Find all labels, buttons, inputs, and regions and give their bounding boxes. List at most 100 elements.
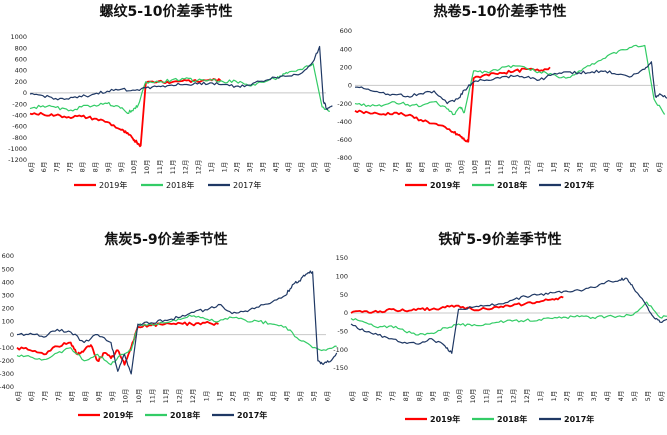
- legend-label: 2018年: [497, 414, 527, 424]
- x-tick-label: 4月: [283, 391, 291, 402]
- x-tick-label: 1月: [202, 391, 210, 402]
- series-line: [354, 61, 667, 105]
- x-tick-label: 5月: [298, 162, 306, 173]
- y-tick-label: -600: [337, 136, 352, 144]
- y-tick-label: 300: [2, 292, 14, 300]
- series-line: [354, 44, 666, 116]
- x-tick-label: 4月: [285, 162, 293, 173]
- chart-title: 热卷5-10价差季节性: [433, 3, 566, 20]
- x-tick-label: 6月: [14, 391, 22, 402]
- x-tick-label: 2月: [229, 391, 237, 402]
- y-tick-label: 0: [344, 309, 348, 317]
- legend-label: 2019年: [99, 180, 127, 190]
- y-tick-label: -400: [12, 111, 27, 119]
- y-tick-label: -100: [0, 344, 14, 352]
- x-tick-label: 4月: [604, 391, 612, 402]
- y-tick-label: -1200: [8, 156, 27, 164]
- legend-label: 2019年: [103, 410, 133, 420]
- x-tick-label: 10月: [135, 389, 143, 404]
- x-tick-label: 1月: [536, 391, 544, 402]
- y-tick-label: -50: [337, 328, 348, 336]
- x-tick-label: 12月: [195, 160, 203, 175]
- x-tick-label: 3月: [577, 391, 585, 402]
- x-tick-label: 6月: [40, 162, 48, 173]
- x-tick-label: 12月: [523, 389, 531, 404]
- chart-1: 螺纹5-10价差季节性 1000 800 600 400 200 0 -200 -400 -600…: [8, 3, 333, 190]
- y-tick-label: -150: [333, 364, 348, 372]
- series-line: [350, 277, 667, 354]
- x-tick-label: 3月: [256, 391, 264, 402]
- legend-label: 2018年: [166, 180, 194, 190]
- legend-label: 2017年: [237, 410, 267, 420]
- y-tick-label: 50: [340, 291, 348, 299]
- y-tick-label: 200: [340, 63, 352, 71]
- legend-label: 2018年: [170, 410, 200, 420]
- x-tick-label: 6月: [27, 162, 35, 173]
- x-tick-label: 12月: [189, 389, 197, 404]
- y-tick-label: 800: [15, 44, 27, 52]
- x-tick-label: 4月: [617, 391, 625, 402]
- y-tick-label: 600: [2, 252, 14, 260]
- y-tick-label: 600: [15, 56, 27, 64]
- legend-label: 2019年: [430, 180, 460, 190]
- series-line: [29, 45, 333, 111]
- x-tick-label: 9月: [117, 162, 125, 173]
- chart-title: 螺纹5-10价差季节性: [99, 3, 232, 20]
- x-tick-label: 10月: [143, 160, 151, 175]
- x-tick-label: 10月: [469, 389, 477, 404]
- x-tick-label: 1月: [550, 162, 558, 173]
- y-tick-label: 100: [2, 318, 14, 326]
- x-tick-label: 3月: [590, 391, 598, 402]
- x-tick-label: 3月: [589, 162, 597, 173]
- chart-4: 铁矿5-9价差季节性 150 100 50 0 -50 -100 -150 6月 6月 7月 7月 8月…: [333, 231, 667, 424]
- x-tick-label: 10月: [456, 389, 464, 404]
- x-tick-label: 7月: [379, 162, 387, 173]
- chart-title: 焦炭5-9价差季节性: [103, 231, 227, 248]
- x-tick-label: 1月: [220, 162, 228, 173]
- y-tick-label: 0: [348, 82, 352, 90]
- x-tick-label: 6月: [657, 391, 665, 402]
- legend: 2019年 2018年 2017年: [74, 180, 261, 190]
- x-tick-label: 5月: [630, 391, 638, 402]
- x-tick-label: 4月: [270, 391, 278, 402]
- x-tick-label: 9月: [429, 391, 437, 402]
- y-tick-label: 1000: [10, 33, 27, 41]
- x-tick-label: 5月: [310, 162, 318, 173]
- x-tick-label: 9月: [431, 162, 439, 173]
- x-tick-label: 5月: [629, 162, 637, 173]
- x-tick-label: 9月: [108, 391, 116, 402]
- series-line: [350, 301, 667, 336]
- y-tick-label: 100: [336, 273, 348, 281]
- y-tick-label: 0: [10, 331, 14, 339]
- y-tick-label: 400: [340, 45, 352, 53]
- x-tick-label: 3月: [576, 162, 584, 173]
- y-tick-label: -400: [0, 383, 14, 391]
- y-tick-label: -300: [0, 370, 14, 378]
- y-tick-label: 500: [2, 265, 14, 273]
- legend-label: 2017年: [233, 180, 261, 190]
- y-tick-label: 200: [15, 78, 27, 86]
- y-tick-label: 200: [2, 305, 14, 313]
- chart-3: 焦炭5-9价差季节性 600 500 400 300 200 100 0 -100 -200 -30…: [0, 231, 338, 420]
- y-tick-label: 600: [340, 27, 352, 35]
- x-tick-label: 6月: [323, 162, 331, 173]
- x-tick-label: 1月: [216, 391, 224, 402]
- x-tick-label: 10月: [122, 389, 130, 404]
- x-tick-label: 4月: [272, 162, 280, 173]
- x-tick-label: 12月: [175, 389, 183, 404]
- x-tick-label: 5月: [296, 391, 304, 402]
- x-tick-label: 11月: [497, 160, 505, 175]
- legend-label: 2017年: [564, 180, 594, 190]
- x-tick-label: 5月: [644, 391, 652, 402]
- y-tick-label: -400: [337, 118, 352, 126]
- legend-label: 2018年: [497, 180, 527, 190]
- legend-label: 2017年: [564, 414, 594, 424]
- series-line: [16, 270, 338, 375]
- series-line: [354, 66, 551, 143]
- x-tick-label: 4月: [616, 162, 624, 173]
- x-tick-label: 11月: [156, 160, 164, 175]
- x-tick-label: 8月: [418, 162, 426, 173]
- x-tick-label: 6月: [323, 391, 331, 402]
